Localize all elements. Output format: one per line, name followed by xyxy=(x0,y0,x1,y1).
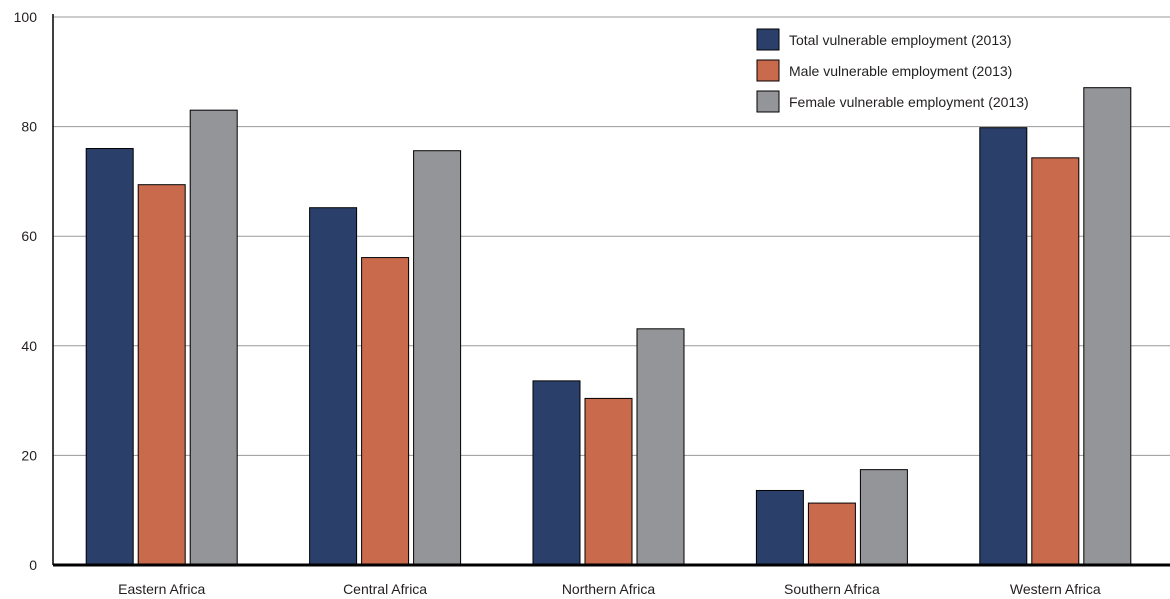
bar-southern-africa-series-2 xyxy=(859,469,908,566)
legend-swatch xyxy=(756,59,780,82)
bar-eastern-africa-series-2 xyxy=(189,109,238,566)
bar-southern-africa-series-0 xyxy=(755,489,804,566)
y-axis-tick-labels: 0 20 40 60 80 100 xyxy=(14,9,38,573)
y-tick-label: 40 xyxy=(21,338,37,354)
legend: Total vulnerable employment (2013) Male v… xyxy=(756,28,1029,113)
bar-southern-africa-series-1 xyxy=(807,502,856,566)
bar-northern-africa-series-0 xyxy=(532,380,581,566)
y-tick-label: 100 xyxy=(14,9,38,25)
bar-northern-africa-series-2 xyxy=(636,328,685,566)
y-tick-label: 60 xyxy=(21,228,37,244)
x-category-label: Western Africa xyxy=(1010,581,1101,597)
bar-western-africa-series-1 xyxy=(1031,157,1080,566)
x-category-label: Eastern Africa xyxy=(118,581,205,597)
axes xyxy=(52,14,1170,567)
legend-swatch xyxy=(756,90,780,113)
x-axis-category-labels: Eastern Africa Central Africa Northern Afr… xyxy=(118,581,1101,597)
bar-central-africa-series-2 xyxy=(413,150,462,566)
legend-label: Total vulnerable employment (2013) xyxy=(789,32,1012,48)
bar-central-africa-series-1 xyxy=(361,257,410,566)
legend-swatch xyxy=(756,28,780,51)
y-tick-label: 20 xyxy=(21,447,37,463)
bar-western-africa-series-2 xyxy=(1083,87,1132,566)
legend-label: Female vulnerable employment (2013) xyxy=(789,94,1029,110)
bar-eastern-africa-series-1 xyxy=(137,184,186,566)
bar-eastern-africa-series-0 xyxy=(85,148,134,566)
x-category-label: Central Africa xyxy=(343,581,427,597)
legend-label: Male vulnerable employment (2013) xyxy=(789,63,1012,79)
bar-western-africa-series-0 xyxy=(979,127,1028,566)
x-category-label: Southern Africa xyxy=(784,581,880,597)
y-tick-label: 0 xyxy=(29,557,37,573)
bar-central-africa-series-0 xyxy=(309,207,358,566)
x-category-label: Northern Africa xyxy=(562,581,656,597)
bars xyxy=(85,87,1132,566)
bar-northern-africa-series-1 xyxy=(584,397,633,566)
y-tick-label: 80 xyxy=(21,119,37,135)
